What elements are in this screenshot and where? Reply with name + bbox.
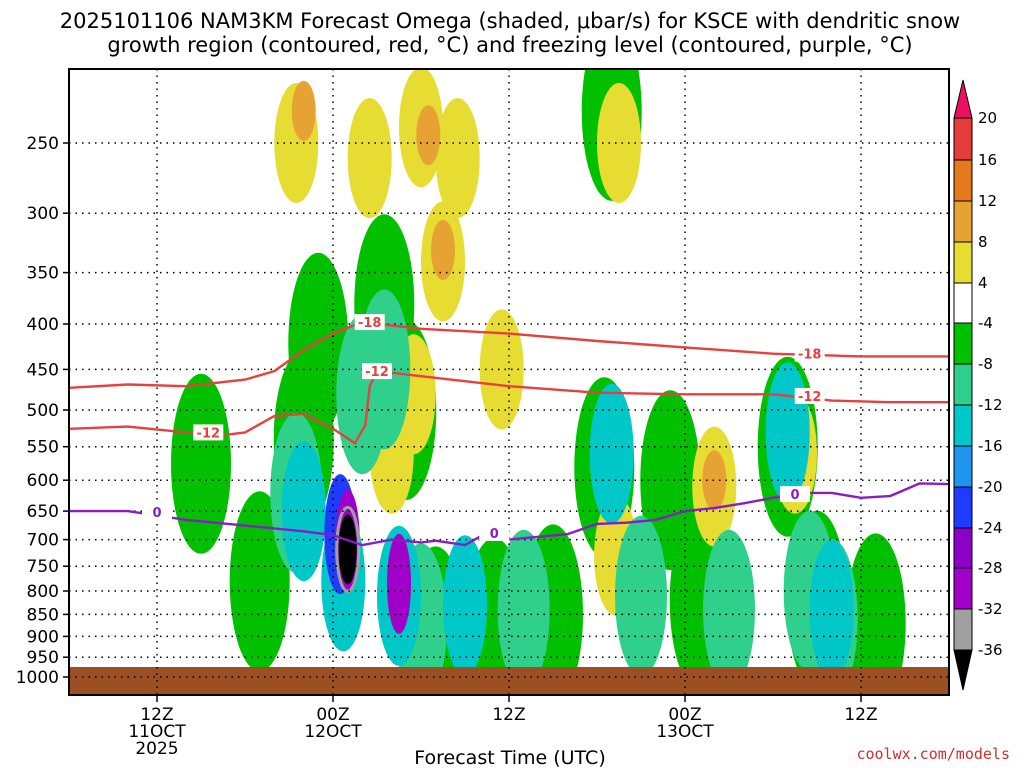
colorbar-label: 16 bbox=[978, 151, 997, 169]
colorbar-label: -28 bbox=[978, 559, 1003, 577]
colorbar-swatch bbox=[953, 241, 973, 284]
colorbar-label: -4 bbox=[978, 314, 993, 332]
contour-label: -18 bbox=[798, 348, 822, 363]
colorbar-swatch bbox=[953, 567, 973, 610]
y-tick-label: 400 bbox=[27, 315, 59, 335]
colorbar-swatch bbox=[953, 200, 973, 243]
colorbar-label: 8 bbox=[978, 233, 988, 251]
colorbar-swatch bbox=[953, 608, 973, 651]
credit-text: coolwx.com/models bbox=[856, 745, 1010, 763]
colorbar-swatch bbox=[953, 79, 973, 119]
chart-title-line1: 2025101106 NAM3KM Forecast Omega (shaded… bbox=[60, 9, 960, 33]
colorbar-label: 12 bbox=[978, 192, 997, 210]
x-tick-label: 12Z bbox=[140, 705, 173, 725]
colorbar-label: -8 bbox=[978, 355, 993, 373]
y-tick-label: 450 bbox=[27, 360, 59, 380]
contour-label-bg bbox=[354, 314, 385, 331]
contour-label-bg bbox=[193, 424, 224, 441]
omega-cell bbox=[497, 529, 550, 690]
contour-label-bg bbox=[362, 363, 392, 380]
x-tick-label: 12Z bbox=[492, 705, 525, 725]
colorbar-swatch bbox=[953, 159, 973, 202]
colorbar-swatch bbox=[953, 322, 973, 365]
colorbar-swatch bbox=[953, 282, 973, 324]
omega-cell bbox=[765, 362, 810, 503]
y-tick-label: 900 bbox=[27, 627, 59, 647]
contour-label: 0 bbox=[790, 488, 799, 503]
colorbar-swatch bbox=[953, 649, 973, 691]
y-tick-label: 850 bbox=[27, 605, 59, 625]
omega-cell bbox=[589, 383, 634, 524]
omega-shading bbox=[171, 69, 906, 695]
y-tick-label: 1000 bbox=[16, 668, 59, 688]
contour-label: -18 bbox=[358, 316, 382, 331]
colorbar-swatch bbox=[953, 363, 973, 406]
x-tick-label: 2025 bbox=[135, 739, 178, 759]
colorbar-label: -32 bbox=[978, 600, 1003, 618]
y-tick-label: 800 bbox=[27, 582, 59, 602]
contour-label-bg bbox=[780, 486, 810, 503]
omega-cell bbox=[431, 219, 455, 280]
omega-cell bbox=[443, 535, 487, 676]
y-tick-label: 950 bbox=[27, 648, 59, 668]
contour-label: -12 bbox=[365, 365, 389, 380]
colorbar-label: -20 bbox=[978, 478, 1003, 496]
colorbar-swatch bbox=[953, 404, 973, 447]
colorbar-label: 4 bbox=[978, 274, 988, 292]
y-tick-label: 750 bbox=[27, 557, 59, 577]
contour-label-bg bbox=[142, 504, 172, 521]
y-tick-label: 550 bbox=[27, 438, 59, 458]
temperature-contours: -18 -18 -12 -12 -12 0 0 0 bbox=[69, 314, 949, 547]
colorbar-label: 20 bbox=[978, 109, 997, 127]
contour-label-bg bbox=[794, 387, 825, 404]
y-tick-label: 600 bbox=[27, 471, 59, 491]
colorbar-swatch bbox=[953, 527, 973, 569]
omega-core-ring bbox=[335, 505, 361, 593]
omega-cell bbox=[479, 309, 524, 430]
y-tick-label: 500 bbox=[27, 401, 59, 421]
colorbar-label: -36 bbox=[978, 641, 1003, 659]
omega-cell bbox=[702, 450, 727, 511]
contour-label-bg bbox=[479, 524, 510, 541]
omega-cell bbox=[171, 373, 231, 554]
contour-label-bg bbox=[794, 345, 825, 362]
chart-title-line2: growth region (contoured, red, °C) and f… bbox=[107, 33, 912, 57]
y-tick-label: 250 bbox=[27, 134, 59, 154]
colorbar-swatch bbox=[953, 117, 973, 161]
x-tick-label: 00Z bbox=[316, 705, 349, 725]
y-tick-label: 300 bbox=[27, 204, 59, 224]
y-tick-label: 350 bbox=[27, 264, 59, 284]
colorbar-label: -16 bbox=[978, 437, 1003, 455]
contour-label: 0 bbox=[152, 506, 161, 521]
x-tick-label: 12OCT bbox=[304, 722, 362, 742]
y-tick-label: 650 bbox=[27, 502, 59, 522]
contour-label: -12 bbox=[798, 390, 822, 405]
colorbar-label: -24 bbox=[978, 519, 1003, 537]
colorbar: 20 16 12 8 4 -4 -8 -12 -16 -20 -24 -28 -32 -36 bbox=[953, 79, 1003, 691]
omega-cell bbox=[703, 529, 755, 690]
colorbar-swatch bbox=[953, 445, 973, 488]
omega-cell bbox=[387, 533, 411, 634]
colorbar-swatch bbox=[953, 486, 973, 529]
colorbar-label: -12 bbox=[978, 396, 1003, 414]
contour-label: 0 bbox=[490, 527, 499, 542]
grid-lines bbox=[69, 69, 949, 695]
omega-cell bbox=[338, 514, 357, 585]
y-tick-label: 700 bbox=[27, 531, 59, 551]
x-tick-label: 13OCT bbox=[656, 722, 714, 742]
y-axis-ticks: 2503003504004505005506006507007508008509… bbox=[16, 134, 69, 688]
omega-cell bbox=[291, 80, 316, 141]
x-axis-label: Forecast Time (UTC) bbox=[414, 747, 605, 768]
omega-cell bbox=[435, 98, 480, 219]
omega-cell bbox=[416, 105, 441, 166]
omega-cell bbox=[809, 539, 854, 680]
x-tick-label: 11OCT bbox=[128, 722, 186, 742]
omega-cell bbox=[347, 98, 392, 219]
omega-cell bbox=[597, 83, 641, 203]
x-tick-label: 00Z bbox=[668, 705, 701, 725]
contour-label: -12 bbox=[197, 426, 221, 441]
x-tick-label: 12Z bbox=[844, 705, 877, 725]
